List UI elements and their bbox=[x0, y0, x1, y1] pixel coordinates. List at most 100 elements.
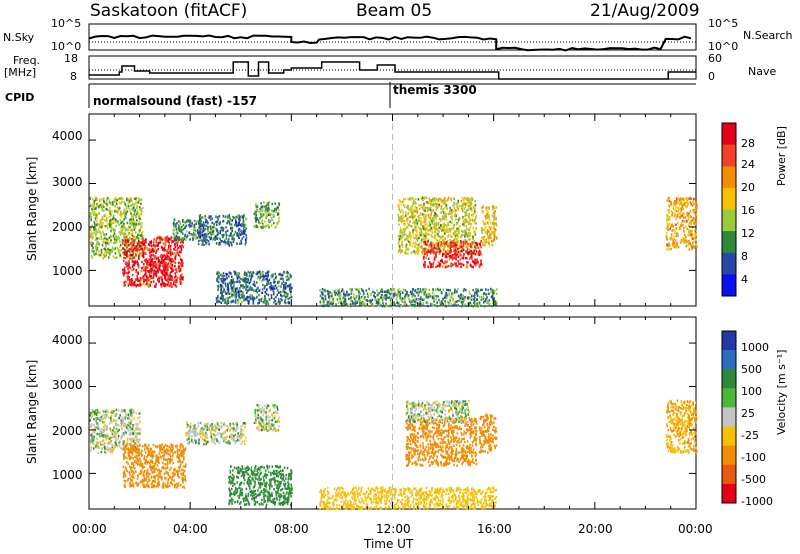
vel-points-point bbox=[101, 439, 103, 443]
power-points-point bbox=[443, 229, 445, 232]
power-points-point bbox=[492, 208, 494, 211]
power-points-point bbox=[404, 197, 407, 201]
power-points-point bbox=[244, 243, 247, 246]
power-points-point bbox=[387, 289, 389, 292]
power-points-point bbox=[358, 288, 360, 291]
power-points-point bbox=[110, 250, 113, 254]
power-points-point bbox=[276, 289, 279, 292]
power-points-point bbox=[168, 278, 171, 281]
power-points-point bbox=[688, 248, 691, 251]
power-points-point bbox=[398, 305, 401, 308]
power-points-point bbox=[100, 251, 103, 254]
power-points-point bbox=[468, 244, 470, 247]
vel-points-point bbox=[89, 414, 91, 417]
vel-points-point bbox=[108, 437, 111, 441]
power-points-point bbox=[476, 291, 478, 294]
power-points-point bbox=[681, 197, 684, 201]
power-points-point bbox=[428, 216, 430, 219]
power-points-point bbox=[261, 221, 263, 224]
power-points-point bbox=[432, 202, 435, 206]
power-points-point bbox=[486, 214, 488, 217]
vel-points-point bbox=[104, 445, 106, 449]
power-points-point bbox=[437, 199, 440, 203]
power-points-point bbox=[666, 222, 669, 225]
power-points-point bbox=[107, 242, 109, 245]
power-points-point bbox=[170, 263, 172, 266]
power-points-point bbox=[111, 246, 114, 249]
power-points-point bbox=[151, 261, 153, 264]
power-points-point bbox=[454, 242, 457, 245]
power-points-point bbox=[90, 233, 92, 237]
power-points-point bbox=[431, 203, 433, 206]
power-points-point bbox=[445, 199, 447, 202]
power-points-point bbox=[178, 236, 181, 239]
power-points-point bbox=[111, 209, 113, 213]
power-points-point bbox=[204, 239, 206, 243]
power-points-point bbox=[453, 291, 456, 294]
power-points-point bbox=[133, 264, 136, 267]
power-points-point bbox=[682, 216, 685, 219]
power-points-point bbox=[418, 204, 420, 207]
power-points-point bbox=[395, 293, 397, 296]
vel-points-point bbox=[92, 431, 94, 434]
power-points-point bbox=[478, 251, 480, 254]
power-points-point bbox=[280, 273, 282, 277]
power-points-point bbox=[668, 216, 671, 219]
power-points-point bbox=[200, 237, 202, 241]
power-points-point bbox=[136, 209, 139, 212]
power-points-point bbox=[471, 294, 473, 298]
power-points-point bbox=[131, 232, 134, 235]
power-points-point bbox=[468, 212, 470, 216]
power-points-point bbox=[493, 234, 496, 237]
power-points-point bbox=[222, 220, 224, 223]
power-points-point bbox=[184, 226, 187, 229]
power-points-point bbox=[423, 293, 426, 296]
vel-points-point bbox=[95, 417, 97, 420]
power-points-point bbox=[466, 296, 469, 299]
power-points-point bbox=[178, 266, 181, 269]
power-points-point bbox=[460, 204, 463, 207]
vel-points-point bbox=[117, 409, 120, 412]
power-points-point bbox=[160, 254, 162, 257]
power-points-point bbox=[464, 235, 466, 238]
power-points-point bbox=[474, 245, 476, 249]
power-points-point bbox=[169, 264, 171, 267]
power-points-point bbox=[181, 262, 183, 265]
power-points-point bbox=[493, 213, 496, 217]
power-points-point bbox=[170, 282, 172, 285]
power-points-point bbox=[193, 225, 196, 229]
vel-points-point bbox=[122, 425, 125, 428]
power-points-point bbox=[423, 257, 425, 261]
power-points-point bbox=[672, 240, 674, 243]
power-points-point bbox=[176, 270, 178, 274]
power-points-point bbox=[355, 301, 357, 305]
power-points-point bbox=[385, 290, 387, 293]
power-points-point bbox=[257, 275, 260, 279]
power-points-point bbox=[475, 227, 477, 230]
power-points-point bbox=[227, 300, 230, 304]
power-points-point bbox=[684, 225, 687, 228]
power-points-point bbox=[276, 206, 278, 209]
power-points-point bbox=[695, 232, 697, 236]
power-points-point bbox=[175, 225, 177, 228]
power-points-point bbox=[480, 259, 482, 262]
power-points-point bbox=[240, 290, 243, 293]
power-points-point bbox=[178, 250, 181, 253]
power-points-point bbox=[467, 261, 469, 264]
power-points-point bbox=[253, 297, 256, 300]
power-points-point bbox=[415, 208, 417, 211]
power-points-point bbox=[117, 235, 120, 239]
power-points-point bbox=[242, 221, 245, 224]
power-points-point bbox=[694, 209, 696, 212]
vel-points-point bbox=[93, 423, 95, 427]
power-points-point bbox=[99, 226, 101, 229]
power-points-point bbox=[101, 224, 104, 227]
power-points-point bbox=[399, 234, 401, 238]
power-points-point bbox=[257, 218, 260, 222]
power-points-point bbox=[93, 228, 95, 231]
power-points-point bbox=[162, 259, 165, 262]
power-points-point bbox=[157, 256, 159, 259]
power-points-point bbox=[363, 292, 365, 295]
power-points-point bbox=[491, 214, 494, 217]
power-points-point bbox=[150, 266, 153, 269]
